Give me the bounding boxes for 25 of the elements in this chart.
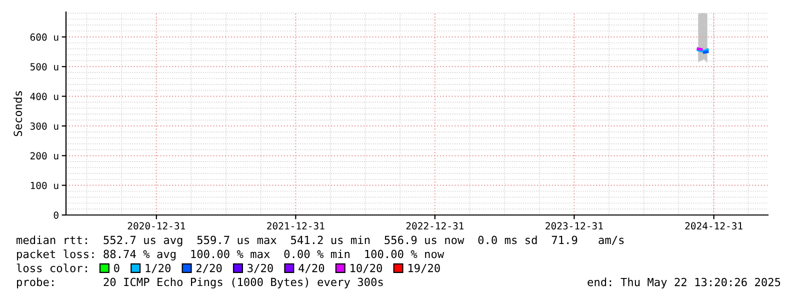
y-axis-title: Seconds (13, 91, 22, 136)
y-tick-label: 0 (54, 212, 58, 219)
x-tick-label: 2024-12-31 (685, 222, 742, 230)
text: packet loss: 88.74 % avg 100.00 % max 0.00 % min 100.00 % now (17, 250, 444, 260)
y-tick-label: 300 u (30, 122, 58, 130)
legend-label: 1/20 (146, 264, 171, 274)
x-tick-label: 2020-12-31 (128, 222, 186, 230)
text: loss color: (16, 264, 87, 272)
x-tick-label: 2022-12-31 (406, 222, 464, 230)
y-tick-label: 100 u (30, 182, 58, 190)
legend-label: 10/20 (350, 264, 382, 274)
legend-label: 19/20 (408, 264, 440, 274)
text: median rtt: 552.7 us avg 559.7 us max 541.2 us min 556.9 us now 0.0 ms sd 71.9 am/s (16, 236, 624, 246)
y-tick-label: 400 u (30, 92, 58, 100)
x-tick-label: 2021-12-31 (267, 222, 324, 230)
text: end: Thu May 22 13:20:26 2025 (588, 278, 780, 288)
legend-label: 4/20 (298, 264, 324, 274)
x-tick-label: 2023-12-31 (546, 222, 603, 230)
text: probe: 20 ICMP Echo Pings (1000 Bytes) every 300s (17, 278, 383, 288)
legend-label: 2/20 (196, 264, 222, 274)
legend-label: 3/20 (248, 264, 273, 274)
legend-label: 0 (114, 264, 120, 272)
y-tick-label: 500 u (30, 63, 58, 70)
y-tick-label: 200 u (30, 152, 58, 160)
y-tick-label: 600 u (30, 33, 58, 41)
